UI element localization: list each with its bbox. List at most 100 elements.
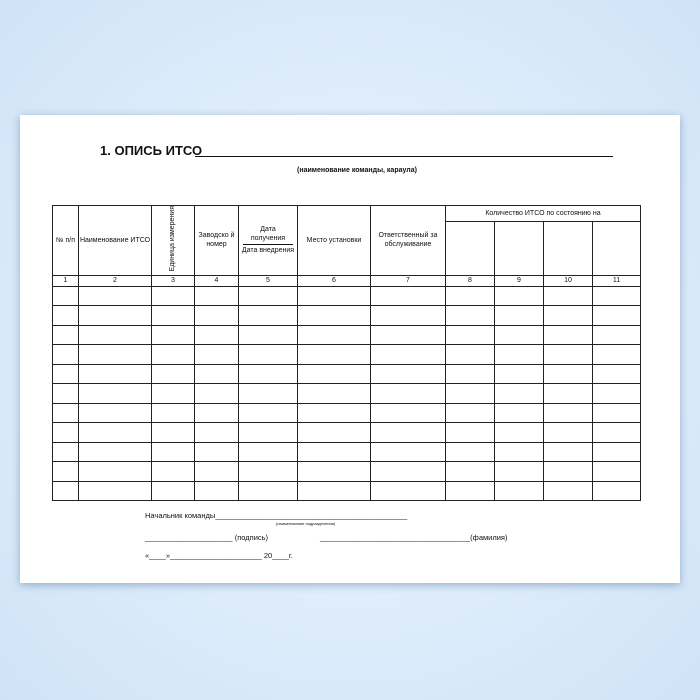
table-cell[interactable]: [370, 324, 446, 346]
table-cell[interactable]: [370, 344, 446, 365]
table-cell[interactable]: [52, 285, 79, 307]
table-cell[interactable]: [592, 441, 641, 463]
table-cell[interactable]: [494, 324, 544, 346]
table-cell[interactable]: [297, 480, 371, 502]
header-date-cell[interactable]: [592, 220, 641, 276]
table-cell[interactable]: [52, 344, 79, 365]
table-cell[interactable]: [297, 363, 371, 385]
table-cell[interactable]: [297, 461, 371, 482]
table-cell[interactable]: [78, 305, 152, 326]
table-cell[interactable]: [297, 441, 371, 463]
table-cell[interactable]: [238, 441, 298, 463]
table-cell[interactable]: [78, 285, 152, 307]
table-cell[interactable]: [592, 305, 641, 326]
table-cell[interactable]: [592, 461, 641, 482]
table-cell[interactable]: [238, 422, 298, 443]
table-cell[interactable]: [592, 363, 641, 385]
table-cell[interactable]: [297, 344, 371, 365]
table-cell[interactable]: [543, 441, 593, 463]
table-cell[interactable]: [238, 363, 298, 385]
table-cell[interactable]: [445, 324, 495, 346]
table-cell[interactable]: [151, 344, 195, 365]
table-cell[interactable]: [52, 461, 79, 482]
table-cell[interactable]: [370, 402, 446, 424]
table-cell[interactable]: [370, 363, 446, 385]
table-cell[interactable]: [543, 402, 593, 424]
table-cell[interactable]: [543, 480, 593, 502]
date-line[interactable]: «____»______________________ 20____г.: [145, 551, 293, 560]
table-cell[interactable]: [78, 363, 152, 385]
table-cell[interactable]: [494, 285, 544, 307]
table-cell[interactable]: [78, 383, 152, 404]
table-cell[interactable]: [592, 383, 641, 404]
table-cell[interactable]: [78, 324, 152, 346]
table-cell[interactable]: [445, 383, 495, 404]
table-cell[interactable]: [151, 461, 195, 482]
table-cell[interactable]: [297, 305, 371, 326]
table-cell[interactable]: [78, 422, 152, 443]
table-cell[interactable]: [238, 285, 298, 307]
table-cell[interactable]: [52, 422, 79, 443]
table-cell[interactable]: [445, 344, 495, 365]
table-cell[interactable]: [194, 324, 239, 346]
table-cell[interactable]: [52, 363, 79, 385]
table-cell[interactable]: [494, 441, 544, 463]
table-cell[interactable]: [194, 441, 239, 463]
surname-fill[interactable]: ____________________________________: [320, 533, 471, 542]
table-cell[interactable]: [78, 402, 152, 424]
table-cell[interactable]: [592, 480, 641, 502]
table-cell[interactable]: [543, 461, 593, 482]
table-cell[interactable]: [543, 383, 593, 404]
table-cell[interactable]: [370, 422, 446, 443]
table-cell[interactable]: [238, 383, 298, 404]
table-cell[interactable]: [297, 402, 371, 424]
table-cell[interactable]: [445, 285, 495, 307]
table-cell[interactable]: [78, 441, 152, 463]
table-cell[interactable]: [238, 461, 298, 482]
table-cell[interactable]: [238, 324, 298, 346]
table-cell[interactable]: [592, 344, 641, 365]
table-cell[interactable]: [52, 480, 79, 502]
table-cell[interactable]: [494, 344, 544, 365]
table-cell[interactable]: [238, 402, 298, 424]
table-cell[interactable]: [592, 402, 641, 424]
table-cell[interactable]: [238, 344, 298, 365]
table-cell[interactable]: [78, 344, 152, 365]
table-cell[interactable]: [194, 285, 239, 307]
table-cell[interactable]: [151, 363, 195, 385]
table-cell[interactable]: [494, 402, 544, 424]
table-cell[interactable]: [370, 285, 446, 307]
table-cell[interactable]: [194, 402, 239, 424]
table-cell[interactable]: [151, 324, 195, 346]
table-cell[interactable]: [494, 363, 544, 385]
table-cell[interactable]: [78, 461, 152, 482]
header-date-cell[interactable]: [543, 220, 593, 276]
table-cell[interactable]: [370, 383, 446, 404]
table-cell[interactable]: [543, 363, 593, 385]
table-cell[interactable]: [151, 305, 195, 326]
table-cell[interactable]: [592, 324, 641, 346]
table-cell[interactable]: [297, 324, 371, 346]
table-cell[interactable]: [194, 305, 239, 326]
table-cell[interactable]: [151, 480, 195, 502]
table-cell[interactable]: [494, 461, 544, 482]
table-cell[interactable]: [445, 461, 495, 482]
table-cell[interactable]: [494, 480, 544, 502]
table-cell[interactable]: [297, 285, 371, 307]
table-cell[interactable]: [151, 441, 195, 463]
table-cell[interactable]: [370, 441, 446, 463]
table-cell[interactable]: [297, 422, 371, 443]
table-cell[interactable]: [52, 383, 79, 404]
header-date-cell[interactable]: [494, 220, 544, 276]
table-cell[interactable]: [52, 305, 79, 326]
table-cell[interactable]: [370, 480, 446, 502]
table-cell[interactable]: [543, 285, 593, 307]
table-cell[interactable]: [194, 383, 239, 404]
table-cell[interactable]: [445, 422, 495, 443]
chief-fill[interactable]: ________________________________________…: [215, 511, 408, 520]
table-cell[interactable]: [592, 285, 641, 307]
table-cell[interactable]: [194, 461, 239, 482]
table-cell[interactable]: [445, 480, 495, 502]
table-cell[interactable]: [151, 285, 195, 307]
table-cell[interactable]: [52, 441, 79, 463]
